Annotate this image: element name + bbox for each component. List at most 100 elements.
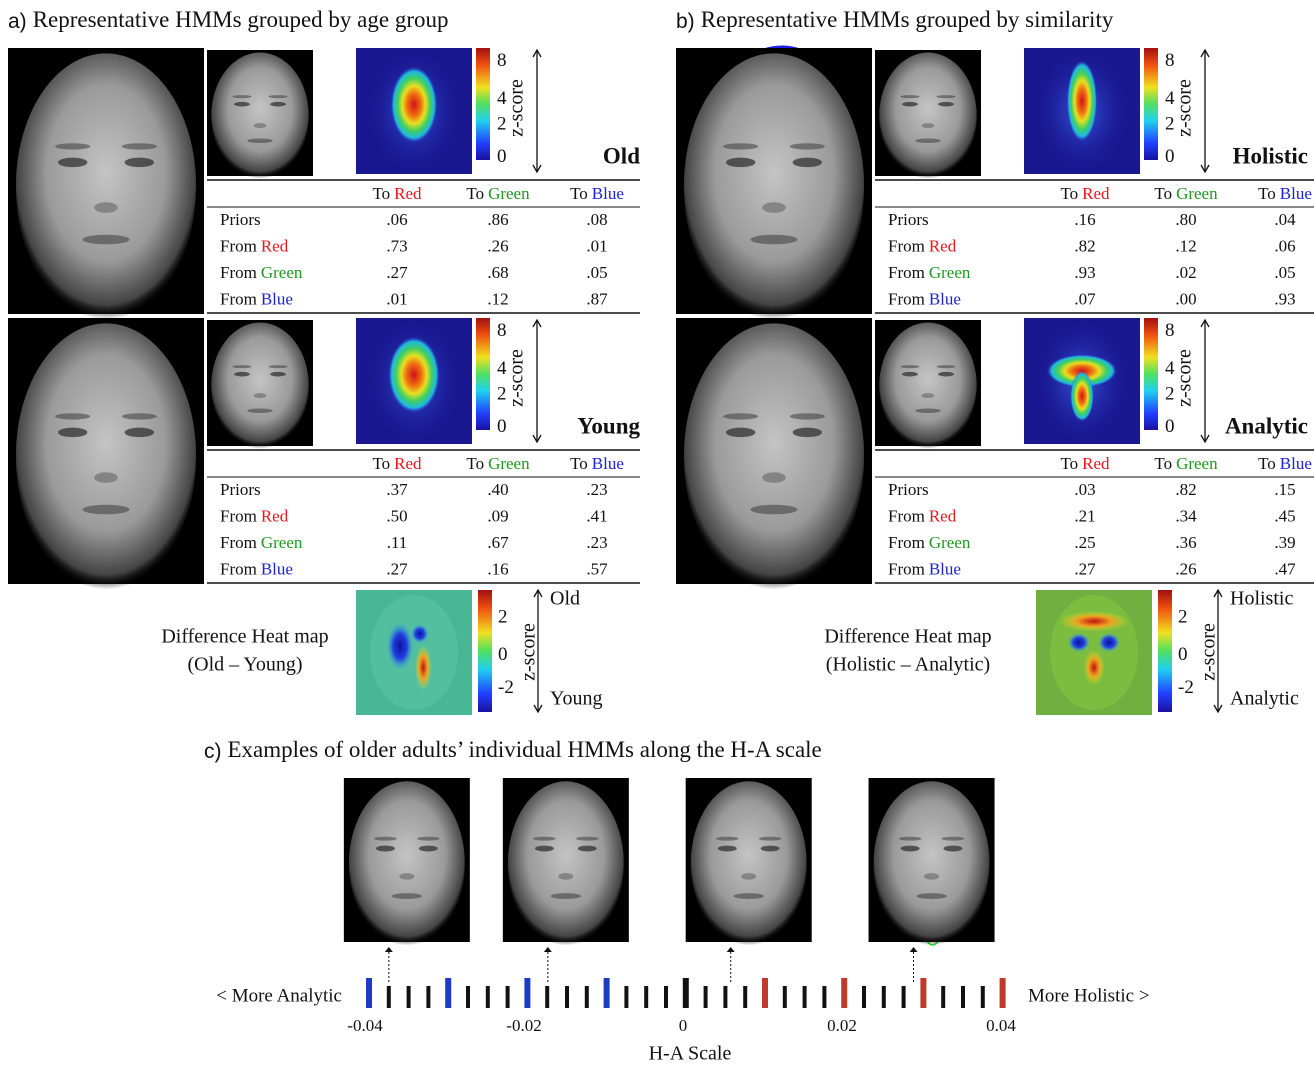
eye: [902, 102, 918, 107]
row-word: Red: [929, 506, 957, 525]
scale-bar: [941, 986, 945, 1008]
mouth: [82, 505, 129, 515]
eye: [938, 372, 954, 377]
colorbar-tick-label: 2: [1178, 606, 1188, 627]
nose: [94, 472, 118, 483]
colorbar-tick-label: 0: [498, 644, 508, 665]
scale-bar: [683, 978, 689, 1008]
header-word: Red: [1082, 454, 1110, 473]
table-cell: .57: [586, 559, 608, 578]
diff-spot: [1059, 611, 1129, 631]
diff-title: Difference Heat map: [824, 626, 991, 648]
table-cell: .12: [1175, 236, 1196, 255]
heatmap-blob: [391, 67, 437, 143]
colorbar-tick-label: 0: [1178, 644, 1188, 665]
scale-bar: [723, 986, 727, 1008]
axis-label: z-score: [506, 349, 528, 407]
example-marker: [385, 947, 393, 952]
colorbar-tick-label: 0: [1165, 146, 1175, 167]
brow: [759, 837, 782, 841]
colorbar-tick-label: 0: [497, 416, 507, 437]
colorbar-tick-label: 8: [1165, 320, 1175, 341]
nose: [558, 873, 573, 880]
table-cell: .82: [1074, 236, 1095, 255]
nose: [254, 393, 267, 398]
face-image: [875, 50, 981, 179]
table-cell: .40: [487, 480, 508, 499]
scale-bar: [604, 978, 610, 1008]
header-word: Red: [394, 454, 422, 473]
eye: [793, 158, 822, 168]
mouth: [750, 505, 797, 515]
diff-spot: [1067, 633, 1090, 653]
table-cell: .01: [386, 289, 407, 308]
table-cell: .73: [386, 236, 407, 255]
table-cell: .36: [1175, 533, 1196, 552]
face: [508, 781, 624, 945]
eye: [125, 158, 154, 168]
table-cell: .01: [586, 236, 607, 255]
table-cell: .16: [487, 559, 508, 578]
table-cell: .86: [487, 210, 508, 229]
table-cell: .05: [586, 263, 607, 282]
heatmap-blob: [1067, 61, 1097, 142]
diff-top-label: Old: [550, 588, 580, 610]
table-cell: .15: [1274, 480, 1295, 499]
panel-title-text: Representative HMMs grouped by age group: [33, 7, 449, 32]
diff-title: Difference Heat map: [161, 626, 328, 648]
colorbar: [1158, 590, 1172, 712]
brow: [232, 95, 251, 98]
mouth: [392, 893, 422, 899]
table-cell: .45: [1274, 506, 1295, 525]
table-cell: .26: [1175, 559, 1196, 578]
heatmap-blob: [388, 337, 439, 413]
table-cell: .34: [1175, 506, 1197, 525]
column-header: ToGreen: [1154, 454, 1218, 473]
header-prefix: To: [1060, 454, 1078, 473]
nose: [94, 202, 118, 213]
column-header: ToBlue: [1258, 454, 1312, 473]
axis-label: z-score: [506, 79, 528, 137]
brow: [900, 95, 919, 98]
scale-left-label: < More Analytic: [216, 985, 342, 1006]
diff-spot: [1097, 633, 1120, 653]
eye: [902, 372, 918, 377]
eye: [58, 428, 87, 438]
axis-label: z-score: [1174, 79, 1196, 137]
group-name: Young: [577, 413, 640, 438]
axis-label: z-score: [1198, 623, 1220, 681]
row-word: Red: [929, 236, 957, 255]
brow: [417, 837, 440, 841]
row-word: Blue: [929, 559, 961, 578]
face: [874, 781, 990, 945]
panel-label: b): [676, 10, 695, 33]
header-word: Blue: [592, 184, 624, 203]
table-cell: .00: [1175, 289, 1196, 308]
eye: [901, 846, 920, 852]
panel-title-text: Representative HMMs grouped by similarit…: [701, 7, 1114, 32]
mouth: [82, 235, 129, 245]
face: [349, 781, 465, 945]
header-word: Blue: [1280, 184, 1312, 203]
x-tick-label: -0.02: [506, 1016, 541, 1035]
brow: [122, 413, 157, 419]
table-cell: .27: [386, 263, 408, 282]
row-prefix: Priors: [220, 210, 261, 229]
table-cell: .26: [487, 236, 508, 255]
header-word: Red: [394, 184, 422, 203]
row-label: FromRed: [888, 506, 957, 525]
eye: [726, 158, 755, 168]
header-prefix: To: [1060, 184, 1078, 203]
diff-face: [370, 595, 458, 710]
eye: [419, 846, 438, 852]
header-word: Blue: [592, 454, 624, 473]
header-prefix: To: [466, 184, 484, 203]
row-word: Green: [929, 263, 971, 282]
x-tick-label: -0.04: [347, 1016, 383, 1035]
brow: [936, 95, 955, 98]
table-cell: .02: [1175, 263, 1196, 282]
row-prefix: From: [888, 236, 925, 255]
row-label: FromGreen: [220, 533, 303, 552]
